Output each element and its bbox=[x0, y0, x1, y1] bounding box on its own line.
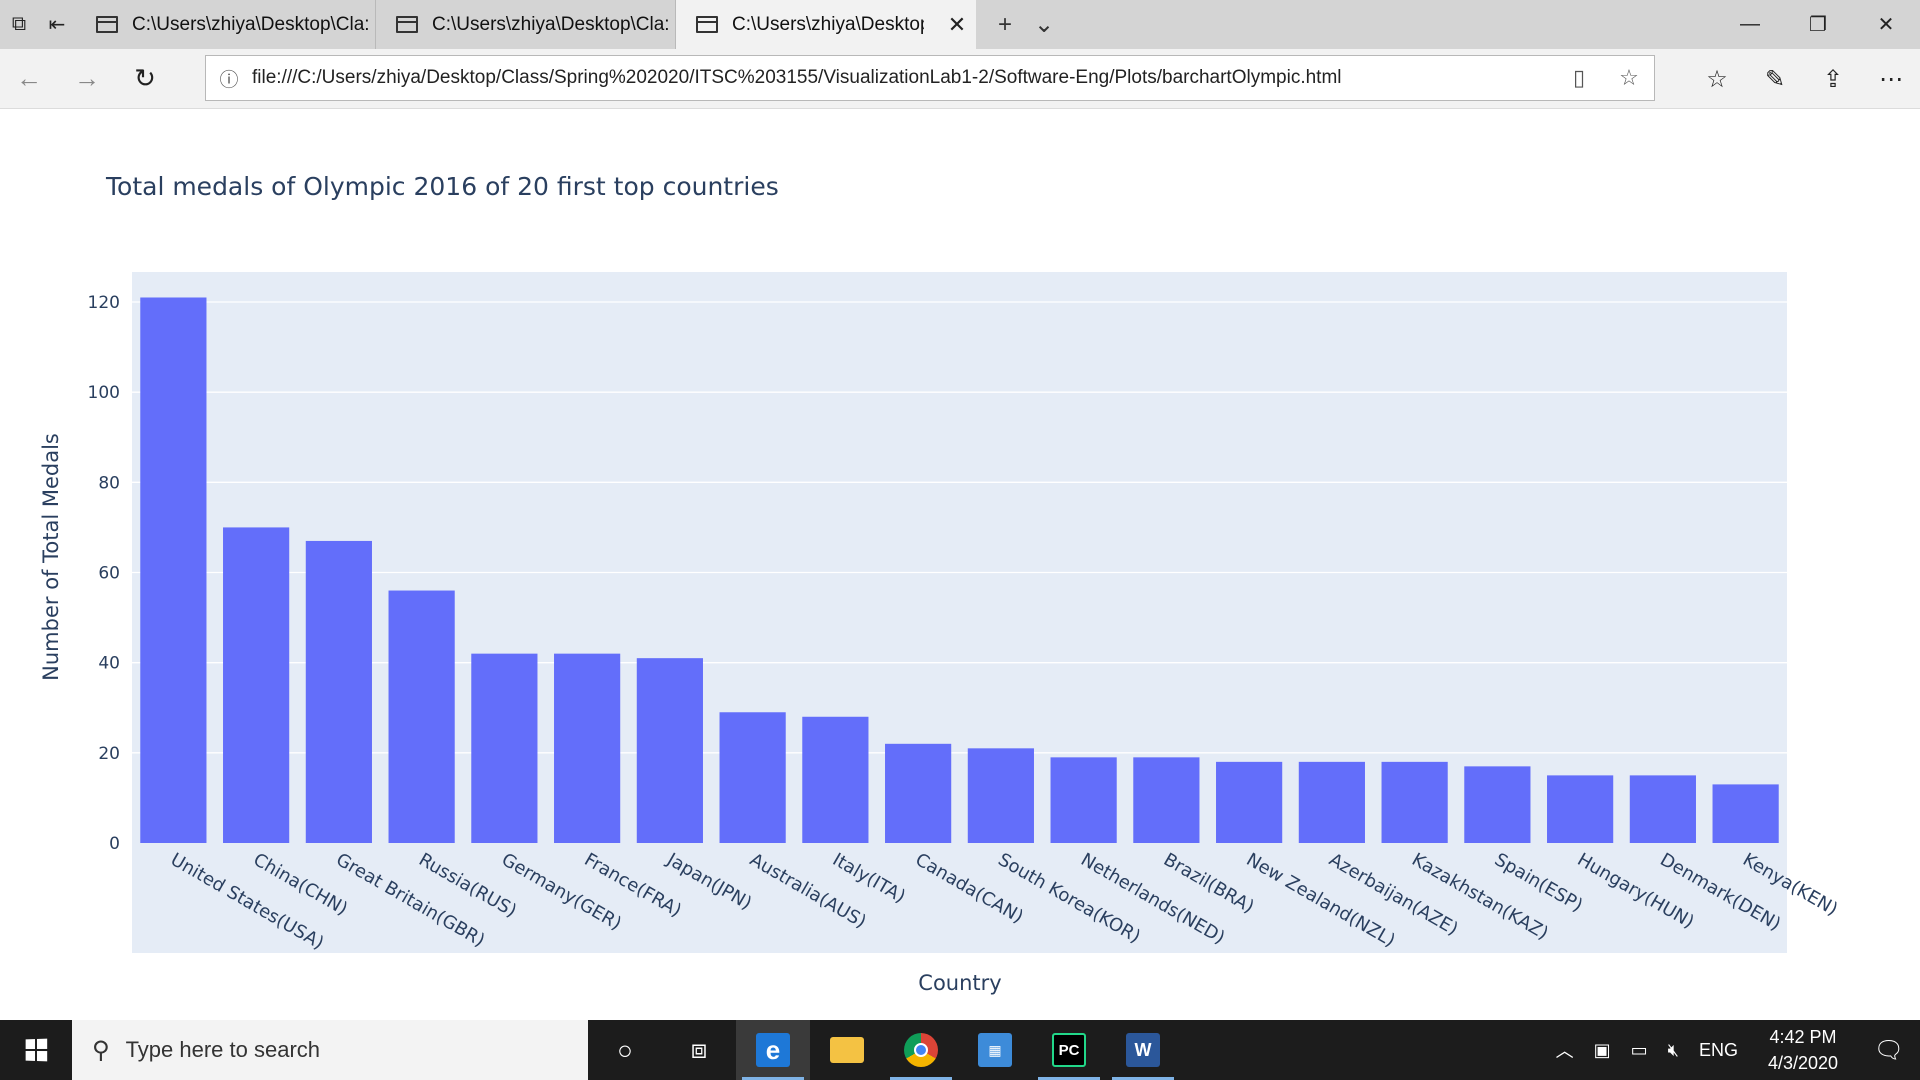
y-tick-label: 80 bbox=[98, 473, 120, 493]
set-tabs-aside-icon[interactable]: ⇤ bbox=[48, 14, 66, 36]
bar[interactable] bbox=[967, 748, 1034, 843]
bar[interactable] bbox=[1216, 761, 1283, 843]
usb-drive-icon[interactable]: ▣ bbox=[1593, 1039, 1611, 1060]
tab-1[interactable]: C:\Users\zhiya\Desktop\Cla: bbox=[76, 0, 376, 49]
tab-3-active[interactable]: C:\Users\zhiya\Desktop' ✕ bbox=[676, 0, 976, 49]
bar[interactable] bbox=[802, 716, 869, 843]
bar[interactable] bbox=[388, 590, 455, 843]
action-center-icon[interactable]: 🗨︎ bbox=[1873, 1036, 1905, 1064]
y-tick-label: 0 bbox=[109, 834, 120, 854]
bar[interactable] bbox=[1133, 757, 1200, 843]
language-indicator[interactable]: ENG bbox=[1698, 1039, 1738, 1060]
edge-app-icon[interactable]: e bbox=[736, 1020, 810, 1080]
chart-title: Total medals of Olympic 2016 of 20 first… bbox=[105, 172, 779, 201]
bar[interactable] bbox=[719, 712, 786, 843]
x-axis-title: Country bbox=[918, 971, 1001, 995]
volume-muted-icon[interactable]: 🔇︎ bbox=[1667, 1039, 1679, 1060]
refresh-icon[interactable]: ↻ bbox=[134, 63, 156, 93]
bar[interactable] bbox=[636, 658, 703, 843]
cortana-icon[interactable]: ○ bbox=[617, 1034, 633, 1065]
bar[interactable] bbox=[1712, 784, 1779, 843]
bar[interactable] bbox=[223, 527, 290, 843]
plot-area bbox=[132, 272, 1787, 953]
bar[interactable] bbox=[1298, 761, 1365, 843]
page-icon bbox=[396, 16, 418, 33]
clock-date: 4/3/2020 bbox=[1768, 1053, 1839, 1073]
reading-view-icon[interactable]: ▯ bbox=[1572, 65, 1586, 90]
start-button[interactable] bbox=[0, 1020, 72, 1080]
restore-icon[interactable]: ❐ bbox=[1809, 14, 1827, 36]
pen-icon[interactable]: ✎ bbox=[1764, 65, 1786, 93]
chrome-app-icon[interactable] bbox=[884, 1020, 958, 1080]
y-tick-label: 40 bbox=[98, 654, 120, 674]
search-placeholder: Type here to search bbox=[125, 1037, 321, 1062]
system-tray: ︿ ▣ ▭ 🔇︎ ENG 4:42 PM 4/3/2020 🗨︎ bbox=[1546, 1020, 1920, 1080]
chrome-logo-icon bbox=[904, 1033, 938, 1067]
y-axis-title: Number of Total Medals bbox=[39, 433, 63, 681]
url-text[interactable]: file:///C:/Users/zhiya/Desktop/Class/Spr… bbox=[252, 67, 1342, 88]
bar[interactable] bbox=[140, 297, 207, 843]
control-panel-app-icon[interactable]: ▦ bbox=[958, 1020, 1032, 1080]
control-panel-icon: ▦ bbox=[978, 1033, 1012, 1067]
y-tick-label: 60 bbox=[98, 564, 120, 584]
bar[interactable] bbox=[1629, 775, 1696, 843]
bar[interactable] bbox=[1547, 775, 1614, 843]
tab-actions-icon[interactable]: ⧉ bbox=[11, 13, 27, 35]
battery-icon[interactable]: ▭ bbox=[1630, 1039, 1648, 1060]
back-icon[interactable]: ← bbox=[16, 63, 42, 93]
forward-icon[interactable]: → bbox=[74, 63, 100, 93]
task-view-icon[interactable]: ⧈ bbox=[690, 1034, 708, 1064]
bar[interactable] bbox=[554, 653, 621, 843]
page-content: Total medals of Olympic 2016 of 20 first… bbox=[0, 110, 1920, 1020]
file-explorer-app-icon[interactable] bbox=[810, 1020, 884, 1080]
minimize-icon[interactable]: — bbox=[1740, 13, 1760, 35]
close-window-icon[interactable]: ✕ bbox=[1877, 14, 1895, 36]
word-logo-icon: W bbox=[1126, 1033, 1160, 1067]
bar[interactable] bbox=[1381, 761, 1448, 843]
tab-title: C:\Users\zhiya\Desktop' bbox=[732, 13, 924, 35]
navigation-bar: ← → ↻ ⓘ file:///C:/Users/zhiya/Desktop/C… bbox=[0, 49, 1920, 109]
bar[interactable] bbox=[1050, 757, 1117, 843]
search-icon: ⚲ bbox=[92, 1036, 110, 1064]
bar[interactable] bbox=[305, 540, 372, 843]
share-icon[interactable]: ⇪ bbox=[1822, 65, 1844, 93]
windows-logo-icon bbox=[25, 1038, 48, 1062]
address-bar[interactable]: ⓘ file:///C:/Users/zhiya/Desktop/Class/S… bbox=[205, 55, 1655, 101]
tab-title: C:\Users\zhiya\Desktop\Cla: bbox=[432, 13, 670, 35]
windows-taskbar: ⚲ Type here to search ○ ⧈ e ▦ PC W ︿ ▣ ▭… bbox=[0, 1020, 1920, 1080]
tab-title: C:\Users\zhiya\Desktop\Cla: bbox=[132, 13, 370, 35]
page-icon bbox=[96, 16, 118, 33]
pycharm-logo-icon: PC bbox=[1052, 1033, 1086, 1067]
clock-time: 4:42 PM bbox=[1769, 1027, 1837, 1047]
tab-2[interactable]: C:\Users\zhiya\Desktop\Cla: bbox=[376, 0, 676, 49]
edge-logo-icon: e bbox=[756, 1033, 790, 1067]
show-hidden-icons-chevron-icon[interactable]: ︿ bbox=[1555, 1041, 1574, 1061]
bar[interactable] bbox=[885, 743, 952, 843]
info-icon[interactable]: ⓘ bbox=[219, 69, 239, 91]
more-icon[interactable]: ⋯ bbox=[1879, 65, 1903, 93]
new-tab-icon[interactable]: + bbox=[998, 10, 1013, 38]
favorites-icon[interactable]: ☆ bbox=[1706, 65, 1728, 93]
page-icon bbox=[696, 16, 718, 33]
pycharm-app-icon[interactable]: PC bbox=[1032, 1020, 1106, 1080]
favorite-star-icon[interactable]: ☆ bbox=[1619, 65, 1639, 90]
bar[interactable] bbox=[471, 653, 538, 843]
folder-icon bbox=[830, 1037, 864, 1063]
y-tick-label: 100 bbox=[88, 383, 120, 403]
y-tick-label: 20 bbox=[98, 744, 120, 764]
tab-preview-chevron-icon[interactable]: ⌄ bbox=[1034, 11, 1055, 38]
y-tick-label: 120 bbox=[88, 293, 120, 313]
bar[interactable] bbox=[1464, 766, 1531, 843]
browser-tab-strip: ⧉ ⇤ C:\Users\zhiya\Desktop\Cla: C:\Users… bbox=[0, 0, 1920, 49]
bar-chart: Total medals of Olympic 2016 of 20 first… bbox=[39, 172, 1841, 995]
taskbar-search-box[interactable]: ⚲ Type here to search bbox=[72, 1020, 588, 1080]
word-app-icon[interactable]: W bbox=[1106, 1020, 1180, 1080]
close-tab-icon[interactable]: ✕ bbox=[947, 11, 967, 37]
clock[interactable]: 4:42 PM 4/3/2020 bbox=[1748, 1024, 1858, 1076]
